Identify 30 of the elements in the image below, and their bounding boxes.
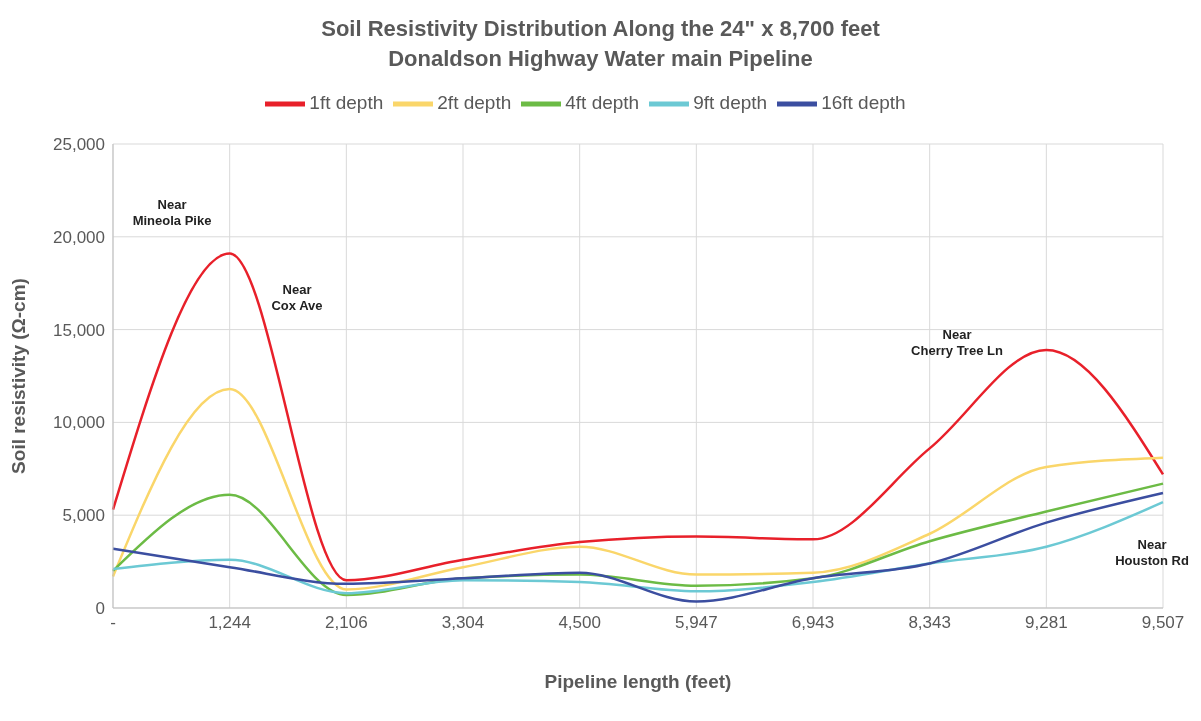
y-tick-label: 20,000 <box>53 227 105 247</box>
y-tick-label: 25,000 <box>53 135 105 155</box>
annotation: Near Cherry Tree Ln <box>911 327 1003 359</box>
y-tick-label: 5,000 <box>62 506 105 526</box>
annotation: Near Mineola Pike <box>132 197 212 229</box>
x-axis-title: Pipeline length (feet) <box>544 671 732 692</box>
annotation: Near Cox Ave <box>271 282 323 314</box>
x-tick-label: 9,507 <box>1141 613 1185 633</box>
legend-label: 4ft depth <box>565 92 640 114</box>
x-tick-label: 2,106 <box>325 613 368 633</box>
legend-label: 9ft depth <box>693 92 768 114</box>
x-tick-label: 6,943 <box>791 613 835 633</box>
legend-label: 1ft depth <box>309 92 384 114</box>
legend-label: 16ft depth <box>821 92 906 114</box>
y-axis-title: Soil resistivity (Ω-cm) <box>7 278 29 474</box>
x-tick-label: 5,947 <box>675 613 718 633</box>
y-tick-label: 10,000 <box>53 413 105 433</box>
line-series <box>111 387 1165 591</box>
x-tick-label: 3,304 <box>441 613 485 633</box>
x-tick-label: - <box>110 613 116 633</box>
annotation: Near Houston Rd <box>1115 537 1189 569</box>
x-tick-label: 9,281 <box>1025 613 1068 633</box>
y-tick-label: 15,000 <box>53 320 105 340</box>
x-tick-label: 8,343 <box>908 613 951 633</box>
legend-label: 2ft depth <box>437 92 512 114</box>
chart-title: Soil Resistivity Distribution Along the 24" x 8,700 feet Donaldson Highway Water main Pipeline <box>320 15 881 73</box>
line-series <box>111 252 1165 582</box>
x-tick-label: 1,244 <box>208 613 251 633</box>
y-tick-label: 0 <box>95 599 105 619</box>
x-tick-label: 4,500 <box>558 613 601 633</box>
